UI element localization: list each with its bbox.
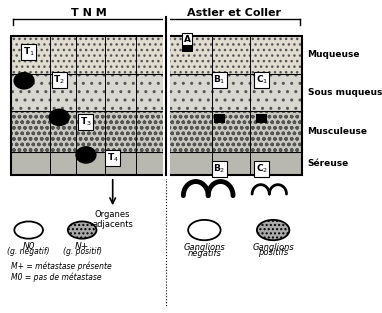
Ellipse shape — [188, 220, 221, 240]
Bar — [256, 114, 267, 123]
Text: Sous muqueuse: Sous muqueuse — [308, 88, 382, 97]
Text: Ganglions: Ganglions — [252, 243, 294, 252]
Text: Ganglions: Ganglions — [183, 243, 225, 252]
Text: Astler et Coller: Astler et Coller — [187, 8, 281, 18]
Text: C$_1$: C$_1$ — [256, 74, 268, 86]
Text: T$_3$: T$_3$ — [80, 116, 92, 128]
Text: M+ = métastase présente
M0 = pas de métastase: M+ = métastase présente M0 = pas de méta… — [11, 261, 112, 282]
Text: B$_1$: B$_1$ — [214, 74, 226, 86]
Text: T$_2$: T$_2$ — [53, 74, 65, 86]
Ellipse shape — [68, 222, 96, 239]
Text: Organes
adjacents: Organes adjacents — [92, 210, 133, 229]
Text: N0: N0 — [23, 242, 35, 251]
Bar — [11, 74, 302, 111]
Text: (g. positif): (g. positif) — [63, 247, 102, 256]
Text: T$_1$: T$_1$ — [23, 45, 34, 58]
Text: T N M: T N M — [71, 8, 107, 18]
Text: B$_2$: B$_2$ — [214, 163, 226, 175]
Bar — [182, 43, 193, 52]
Text: positifs: positifs — [258, 248, 288, 257]
Text: Musculeuse: Musculeuse — [308, 127, 367, 136]
Circle shape — [14, 73, 34, 89]
Bar — [214, 114, 225, 123]
Text: A: A — [184, 35, 191, 44]
Text: Séreuse: Séreuse — [308, 159, 349, 168]
Bar — [11, 111, 302, 152]
Text: C$_2$: C$_2$ — [256, 163, 268, 175]
Circle shape — [49, 109, 69, 126]
Circle shape — [76, 147, 96, 163]
Text: négatifs: négatifs — [188, 248, 221, 258]
Text: (g. négatif): (g. négatif) — [7, 247, 50, 256]
Bar — [11, 36, 302, 175]
Bar — [11, 152, 302, 175]
Ellipse shape — [15, 222, 43, 239]
Text: T$_4$: T$_4$ — [107, 152, 119, 164]
Text: N+: N+ — [75, 242, 89, 251]
Ellipse shape — [257, 220, 290, 240]
Text: Muqueuse: Muqueuse — [308, 50, 360, 59]
Bar — [11, 36, 302, 74]
